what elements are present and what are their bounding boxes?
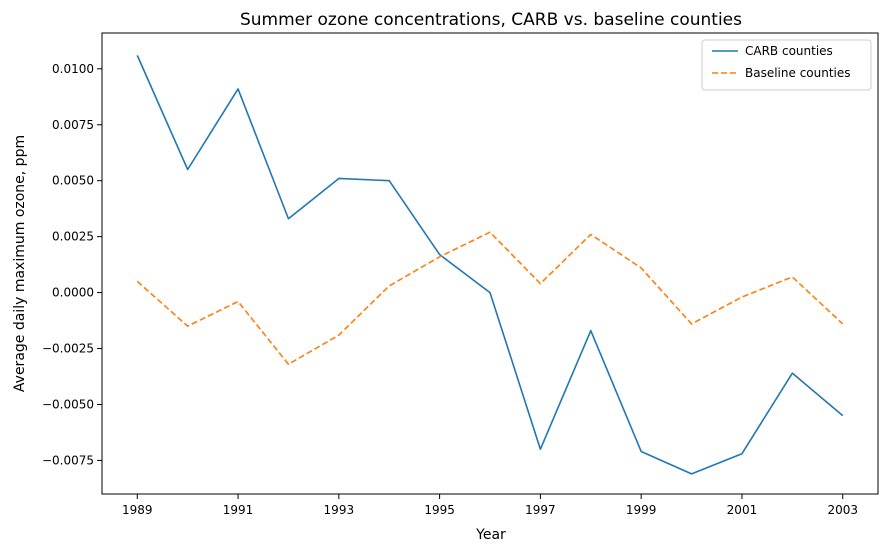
y-tick-label: 0.0025 bbox=[52, 230, 94, 244]
y-tick-label: 0.0100 bbox=[52, 62, 94, 76]
series-lines bbox=[136, 55, 844, 475]
x-tick-label: 2003 bbox=[827, 503, 858, 517]
y-tick-label: 0.0000 bbox=[52, 286, 94, 300]
x-tick-label: 1995 bbox=[424, 503, 455, 517]
plot-area: 1989 1991 1993 1995 1997 1999 2001 2003 −0.0075… bbox=[42, 32, 879, 517]
chart-title: Summer ozone concentrations, CARB vs. ba… bbox=[240, 10, 742, 30]
y-axis: −0.0075 −0.0050 −0.0025 0.0000 0.0025 0.0050 0… bbox=[42, 62, 102, 467]
y-tick-label: 0.0050 bbox=[52, 174, 94, 188]
y-tick-label: −0.0075 bbox=[42, 453, 94, 467]
plot-frame bbox=[101, 32, 879, 495]
series-line-baseline bbox=[136, 231, 844, 366]
x-axis-title: Year bbox=[475, 527, 506, 543]
legend-box bbox=[701, 39, 872, 91]
legend-label-baseline: Baseline counties bbox=[745, 66, 851, 80]
x-tick-label: 1989 bbox=[122, 503, 153, 517]
legend: CARB counties Baseline counties bbox=[701, 39, 872, 91]
series-line-carb bbox=[136, 55, 844, 475]
x-axis: 1989 1991 1993 1995 1997 1999 2001 2003 bbox=[122, 494, 858, 517]
x-tick-label: 1991 bbox=[223, 503, 254, 517]
x-tick-label: 1999 bbox=[626, 503, 657, 517]
y-tick-label: −0.0025 bbox=[42, 342, 94, 356]
x-tick-label: 2001 bbox=[727, 503, 758, 517]
x-tick-label: 1993 bbox=[324, 503, 355, 517]
y-tick-label: 0.0075 bbox=[52, 118, 94, 132]
legend-label-carb: CARB counties bbox=[745, 44, 833, 58]
x-tick-label: 1997 bbox=[525, 503, 556, 517]
y-tick-label: −0.0050 bbox=[42, 397, 94, 411]
y-axis-title: Average daily maximum ozone, ppm bbox=[12, 135, 28, 392]
